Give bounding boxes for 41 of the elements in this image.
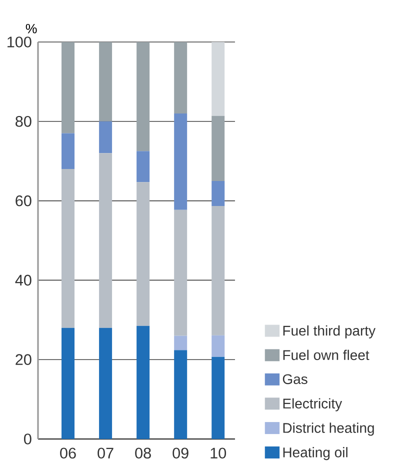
y-tick-label: 20 [16,354,32,366]
legend-label: Gas [282,374,308,384]
bar [62,42,75,134]
y-tick-label: 0 [24,434,32,444]
bar [136,151,150,182]
bar [99,153,112,328]
bar [136,42,150,152]
bar [99,121,112,154]
bar [174,42,188,114]
bar [174,336,188,350]
y-tick-label: 100 [8,36,32,48]
legend-label: Fuel own fleet [283,350,370,360]
bar [174,210,188,336]
bar [212,356,225,439]
bar [212,116,225,181]
legend-label: Electricity [283,398,342,412]
bar [136,182,150,326]
bar [62,328,75,439]
bar [174,113,188,210]
bar [62,169,75,328]
legend-label: Fuel third party [283,325,376,338]
y-tick-label: 40 [15,274,32,286]
bar [174,350,188,439]
legend-label: Heating oil [283,447,348,460]
y-tick-label: 80 [16,116,32,127]
x-tick-label: 09 [172,448,188,459]
x-tick-label: 08 [135,448,151,459]
bar [62,133,75,170]
bar [212,180,225,206]
bar [212,335,225,357]
bar [99,42,112,122]
x-tick-label: 07 [98,448,114,459]
bar [212,42,225,116]
bar [212,206,225,336]
x-tick-label: 06 [60,448,76,459]
x-tick-label: 10 [210,448,226,459]
legend-label: District heating [283,422,374,436]
bar [136,326,150,439]
y-tick-label: 60 [16,195,32,206]
y-axis-title: % [26,24,37,34]
bar [99,328,112,439]
